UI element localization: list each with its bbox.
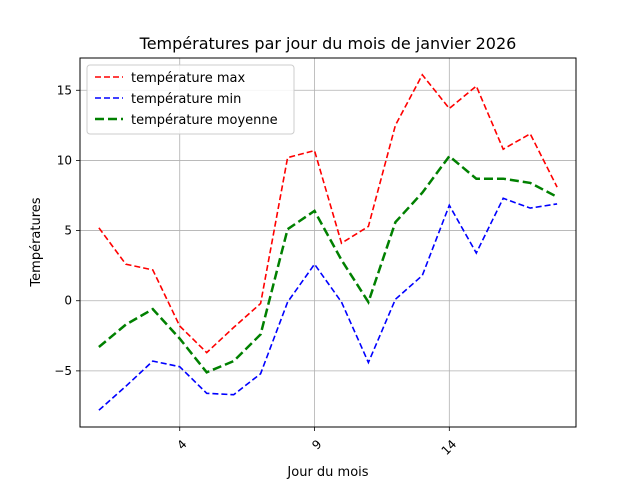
legend-label-0: température max [131, 71, 245, 86]
legend-label-2: température moyenne [131, 113, 278, 128]
series-line-2 [98, 154, 558, 374]
y-axis-label: Températures [29, 197, 44, 287]
x-axis-label: Jour du mois [286, 465, 368, 480]
y-tick-label: −5 [54, 364, 72, 378]
y-tick-label: 10 [57, 153, 72, 167]
y-tick-label: 15 [57, 83, 72, 97]
series-line-1 [98, 197, 558, 411]
y-axis-ticks: −5 0 5 10 15 [54, 83, 80, 378]
y-tick-label: 5 [64, 224, 72, 238]
chart-title: Températures par jour du mois de janvier… [139, 34, 517, 53]
legend: température max température min températur… [86, 64, 295, 135]
series-line-0 [98, 73, 558, 354]
legend-box [86, 64, 295, 135]
y-tick-label: 0 [64, 294, 72, 308]
series-layer [98, 73, 558, 411]
legend-label-1: température min [131, 92, 241, 107]
plot-frame [79, 57, 577, 428]
